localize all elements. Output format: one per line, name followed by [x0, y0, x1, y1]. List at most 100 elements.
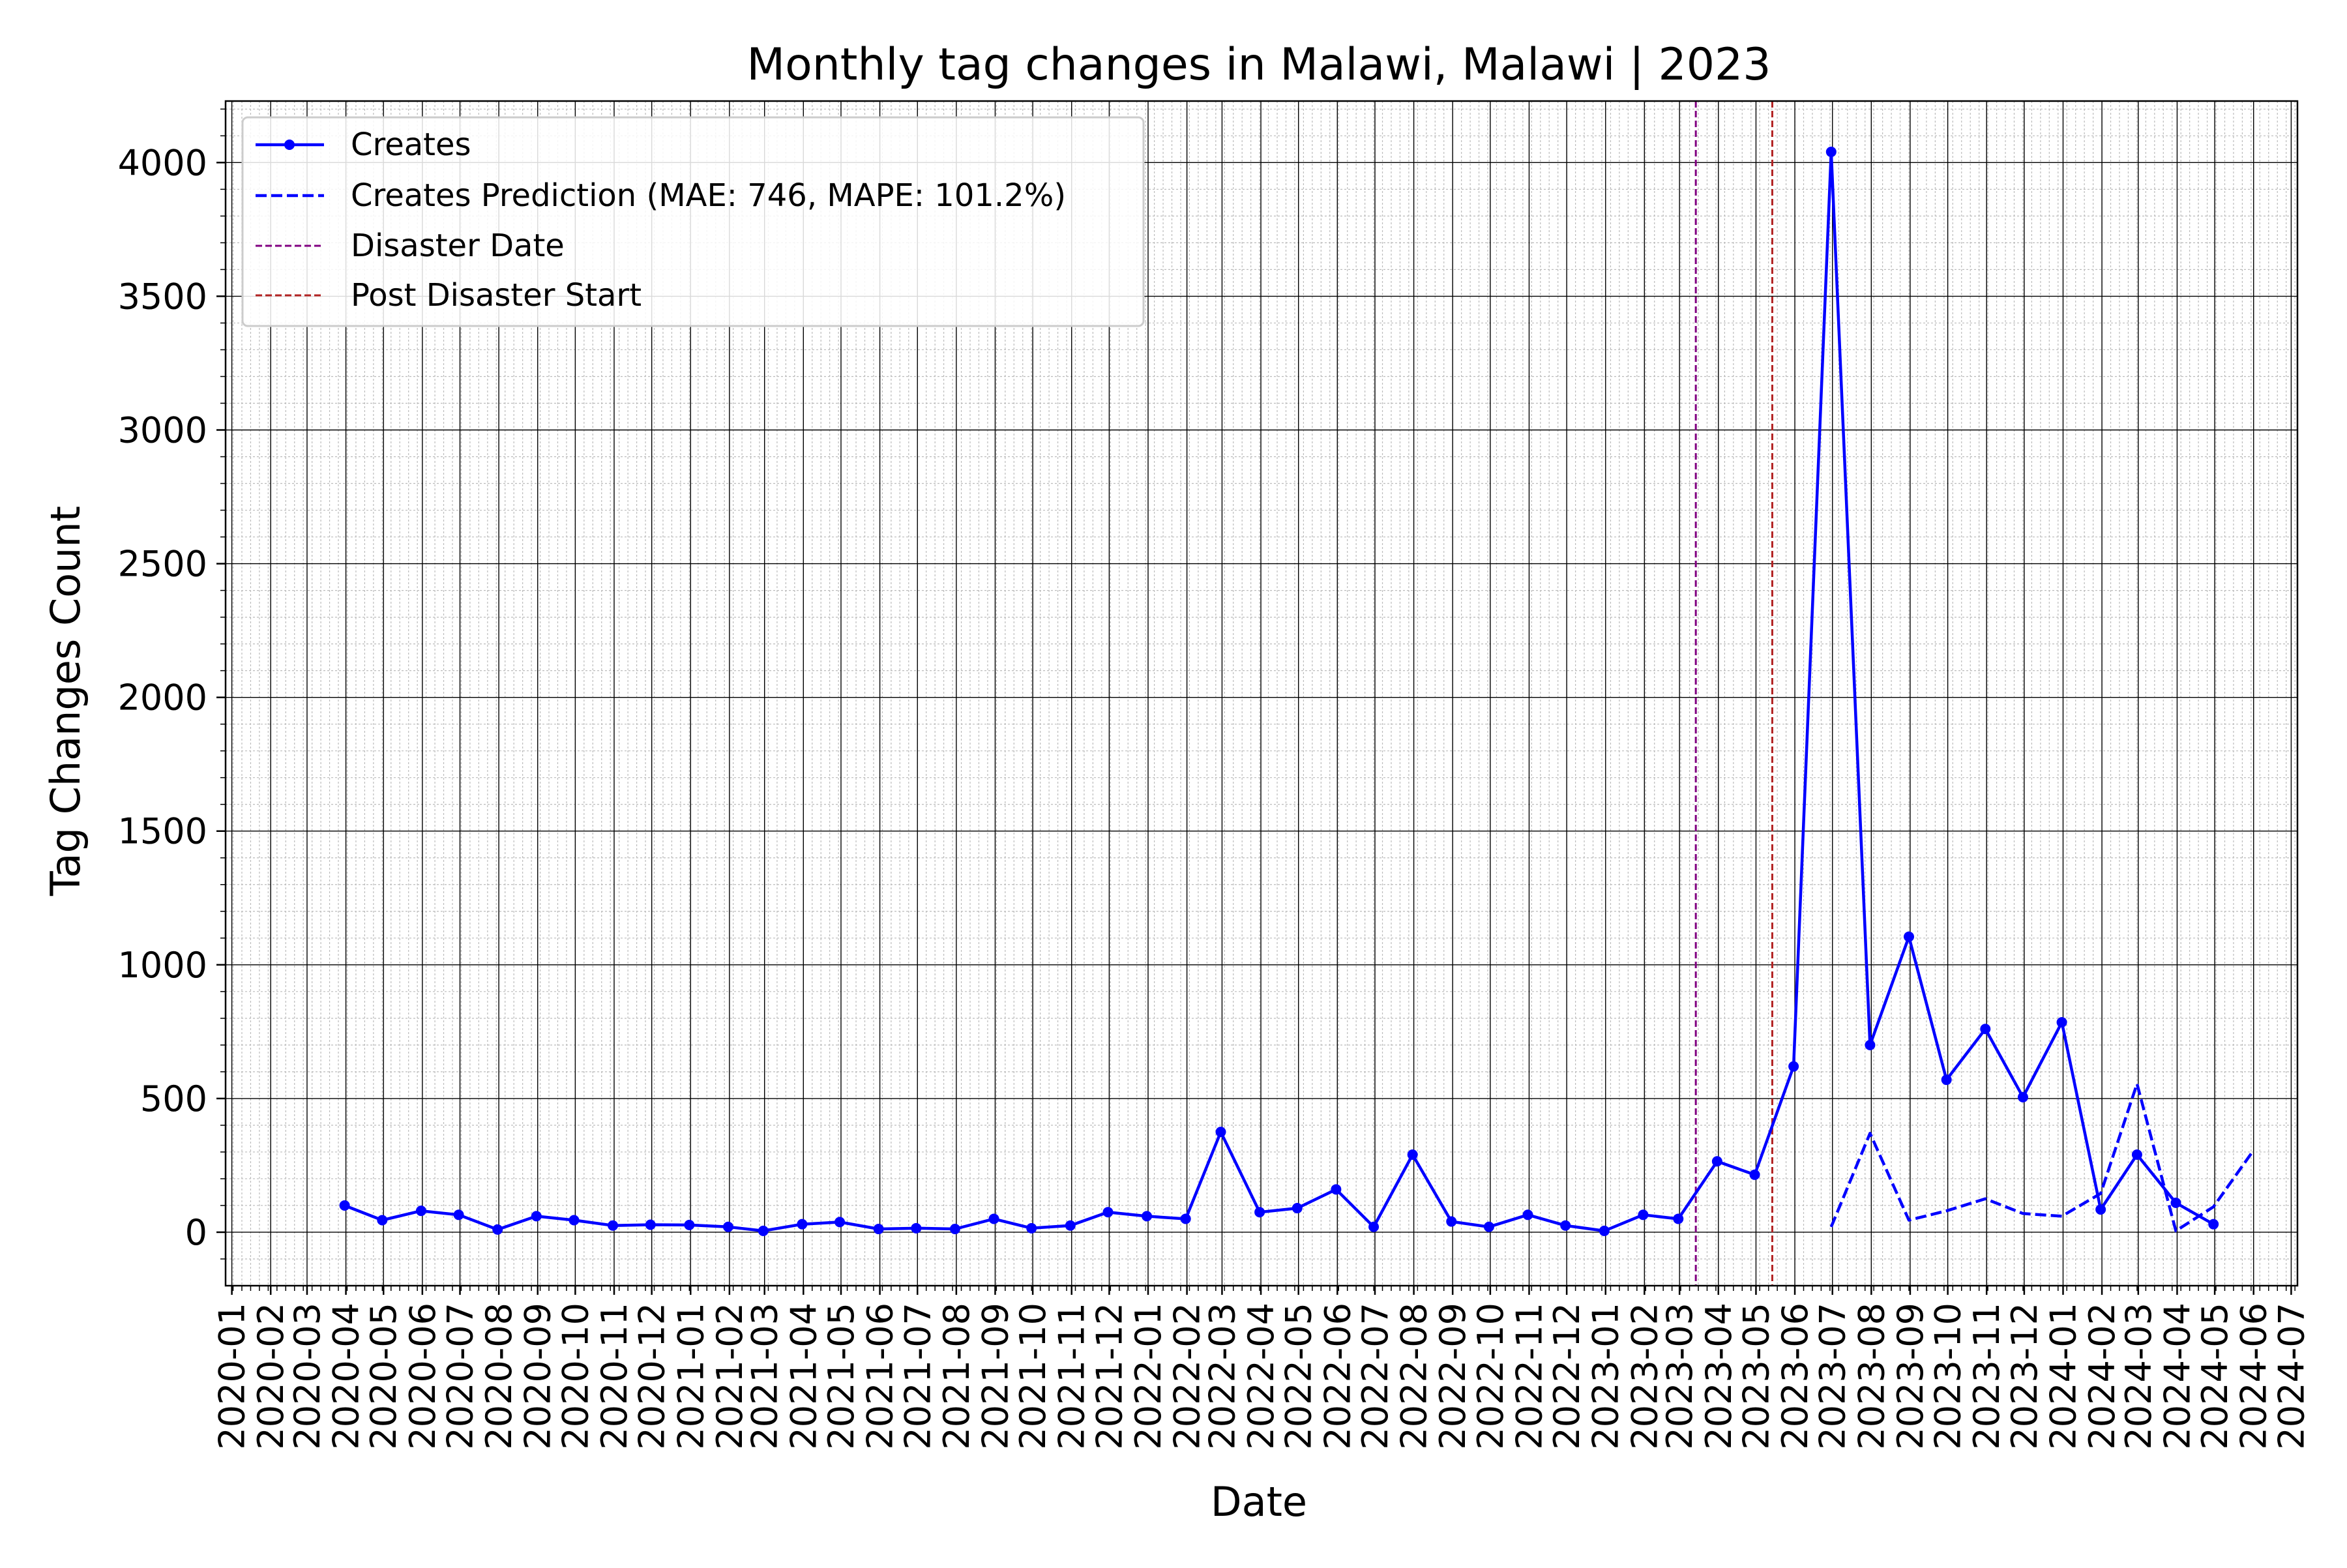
creates-point: [492, 1224, 503, 1235]
x-tick-label: 2020-08: [479, 1303, 520, 1450]
vertical-reference-lines: [1694, 101, 1773, 1286]
chart-title: Monthly tag changes in Malawi, Malawi | …: [746, 39, 1771, 91]
creates-point: [453, 1209, 464, 1220]
legend-label-creates-prediction: Creates Prediction (MAE: 746, MAPE: 101.…: [351, 177, 1066, 214]
creates-point: [1180, 1213, 1191, 1224]
creates-point: [684, 1219, 695, 1230]
creates-point: [531, 1211, 542, 1222]
x-tick-label: 2020-05: [363, 1303, 404, 1450]
creates-point: [1560, 1220, 1571, 1231]
x-tick-label: 2022-01: [1128, 1303, 1169, 1450]
creates-point: [1026, 1222, 1037, 1234]
legend-creates-marker: [284, 140, 295, 150]
creates-point: [1904, 931, 1915, 942]
creates-point: [608, 1220, 619, 1231]
creates-point: [1446, 1216, 1457, 1227]
creates-point: [339, 1200, 350, 1211]
creates-point: [1638, 1209, 1649, 1220]
x-tick-label: 2020-11: [594, 1303, 635, 1450]
creates-point: [2095, 1204, 2106, 1215]
x-tick-label: 2023-02: [1624, 1303, 1665, 1450]
creates-point: [2017, 1091, 2028, 1102]
creates-point: [722, 1221, 733, 1232]
x-tick-label: 2020-04: [326, 1303, 367, 1450]
creates-point: [1065, 1220, 1076, 1231]
x-tick-label: 2022-12: [1546, 1303, 1587, 1450]
x-axis-ticks: 2020-012020-022020-032020-042020-052020-…: [212, 1286, 2312, 1450]
x-tick-label: 2022-08: [1394, 1303, 1435, 1450]
creates-point: [1483, 1221, 1494, 1232]
y-tick-label: 1500: [118, 811, 207, 852]
x-tick-label: 2022-09: [1432, 1303, 1473, 1450]
y-axis-ticks: 0 500 1000 1500 2000 2500 3000 3500 4000: [118, 108, 226, 1260]
creates-point: [1254, 1207, 1265, 1218]
creates-point: [568, 1215, 580, 1226]
x-tick-label: 2023-11: [1966, 1303, 2007, 1450]
x-tick-label: 2022-11: [1509, 1303, 1550, 1450]
creates-point: [988, 1213, 999, 1224]
y-tick-label: 3000: [118, 409, 207, 451]
x-tick-label: 2023-03: [1659, 1303, 1700, 1450]
creates-point: [2170, 1197, 2181, 1208]
x-tick-label: 2022-02: [1167, 1303, 1208, 1450]
creates-point: [1368, 1221, 1380, 1232]
x-tick-label: 2023-04: [1698, 1303, 1739, 1450]
legend: Creates Creates Prediction (MAE: 746, MA…: [241, 116, 1145, 327]
x-tick-label: 2020-01: [212, 1303, 253, 1450]
x-tick-label: 2023-12: [2004, 1303, 2045, 1450]
creates-point: [1749, 1169, 1760, 1180]
creates-point: [1711, 1156, 1722, 1167]
x-tick-label: 2020-07: [440, 1303, 481, 1450]
x-tick-label: 2020-10: [555, 1303, 596, 1450]
x-tick-label: 2021-12: [1089, 1303, 1130, 1450]
creates-point: [1980, 1024, 1991, 1035]
creates-point: [1941, 1074, 1952, 1086]
creates-point: [1673, 1213, 1684, 1224]
creates-point: [834, 1217, 846, 1228]
series-layer: [339, 146, 2254, 1236]
x-tick-label: 2021-01: [670, 1303, 711, 1450]
x-tick-label: 2024-07: [2271, 1303, 2312, 1450]
x-tick-label: 2023-01: [1586, 1303, 1627, 1450]
creates-point: [1102, 1207, 1114, 1218]
creates-point: [1215, 1127, 1226, 1138]
creates-point: [911, 1222, 922, 1234]
x-tick-label: 2021-09: [975, 1303, 1016, 1450]
creates-point: [758, 1225, 769, 1236]
x-tick-label: 2021-02: [709, 1303, 750, 1450]
legend-label-disaster-date: Disaster Date: [351, 228, 565, 264]
creates-point: [1522, 1209, 1533, 1220]
series-creates-prediction-line: [1829, 1082, 2254, 1233]
creates-point: [2056, 1016, 2067, 1028]
x-tick-label: 2021-06: [860, 1303, 901, 1450]
y-tick-label: 3500: [118, 276, 207, 317]
x-tick-label: 2024-02: [2082, 1303, 2123, 1450]
creates-point: [797, 1219, 808, 1230]
creates-point: [2208, 1219, 2219, 1230]
x-tick-label: 2023-08: [1851, 1303, 1892, 1450]
major-grid: [226, 101, 2297, 1286]
x-tick-label: 2020-03: [287, 1303, 328, 1450]
creates-point: [377, 1215, 388, 1226]
minor-grid: [226, 101, 2297, 1286]
creates-point: [1142, 1211, 1153, 1222]
creates-point: [1292, 1203, 1303, 1214]
x-tick-label: 2024-06: [2234, 1303, 2275, 1450]
y-tick-label: 4000: [118, 142, 207, 183]
x-tick-label: 2022-10: [1470, 1303, 1511, 1450]
x-tick-label: 2020-09: [518, 1303, 559, 1450]
legend-box: [241, 116, 1145, 327]
y-tick-label: 2500: [118, 544, 207, 585]
y-tick-label: 2000: [118, 677, 207, 718]
creates-point: [2131, 1149, 2142, 1161]
y-axis-label: Tag Changes Count: [42, 506, 89, 896]
x-tick-label: 2020-12: [632, 1303, 673, 1450]
x-tick-label: 2021-03: [745, 1303, 786, 1450]
x-tick-label: 2021-07: [897, 1303, 938, 1450]
legend-label-post-disaster-start: Post Disaster Start: [351, 277, 642, 314]
x-tick-label: 2021-05: [821, 1303, 862, 1450]
creates-point: [415, 1206, 426, 1217]
y-tick-label: 0: [185, 1212, 207, 1253]
